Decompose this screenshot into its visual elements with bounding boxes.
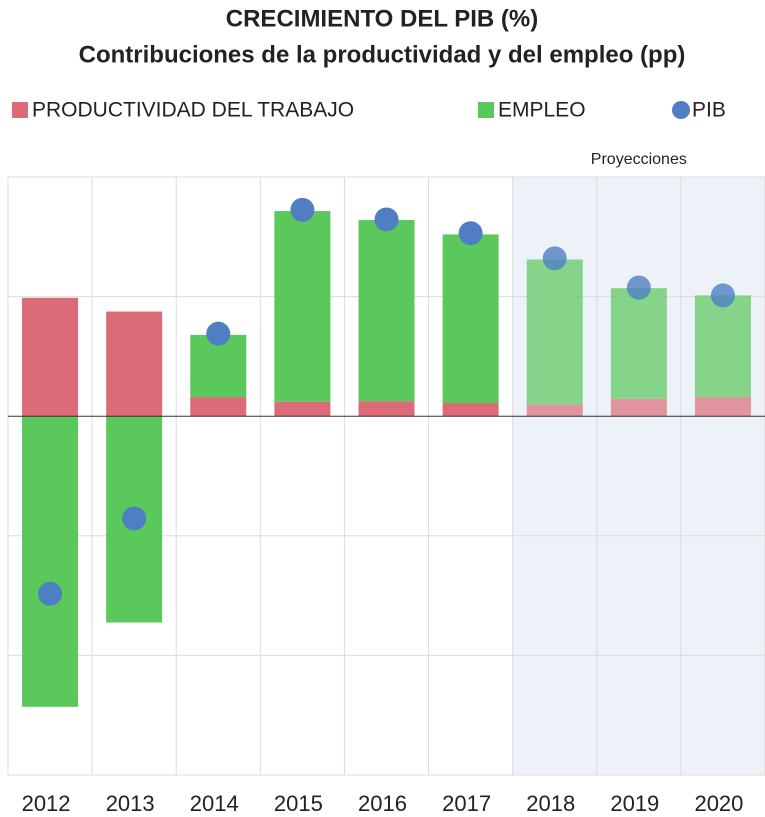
x-tick-label: 2018: [526, 791, 575, 816]
legend-swatch: [12, 102, 28, 118]
bar: [190, 397, 247, 417]
chart-title: CRECIMIENTO DEL PIB (%): [226, 5, 538, 32]
dot: [626, 275, 651, 300]
dot: [206, 321, 231, 346]
x-tick-label: 2020: [694, 791, 743, 816]
x-tick-label: 2019: [610, 791, 659, 816]
x-tick-label: 2016: [358, 791, 407, 816]
x-tick-label: 2015: [274, 791, 323, 816]
bar: [358, 401, 415, 417]
bar: [274, 211, 331, 402]
bar: [526, 259, 583, 405]
dot: [710, 283, 735, 308]
x-tick-label: 2017: [442, 791, 491, 816]
bar: [274, 401, 331, 417]
legend-label: PIB: [692, 99, 726, 122]
bar: [22, 297, 79, 417]
bar: [442, 234, 499, 404]
dot: [38, 581, 63, 606]
x-tick-label: 2012: [22, 791, 71, 816]
legend-swatch: [672, 101, 690, 119]
bar: [694, 295, 751, 398]
legend-label: EMPLEO: [498, 99, 586, 122]
projection-label: Proyecciones: [591, 151, 687, 168]
dot: [122, 506, 147, 531]
bar: [358, 220, 415, 402]
chart-subtitle: Contribuciones de la productividad y del…: [79, 41, 686, 68]
x-tick-label: 2014: [190, 791, 239, 816]
legend-label: PRODUCTIVIDAD DEL TRABAJO: [32, 99, 354, 122]
legend-swatch: [478, 102, 494, 118]
bar: [22, 416, 79, 707]
bar: [106, 311, 163, 417]
dot: [374, 207, 399, 232]
bar: [694, 397, 751, 417]
dot: [458, 221, 483, 246]
bar: [442, 403, 499, 417]
bar: [610, 288, 667, 399]
bar: [526, 404, 583, 417]
dot: [290, 197, 315, 222]
x-tick-label: 2013: [106, 791, 155, 816]
bar: [610, 398, 667, 417]
dot: [542, 246, 567, 271]
